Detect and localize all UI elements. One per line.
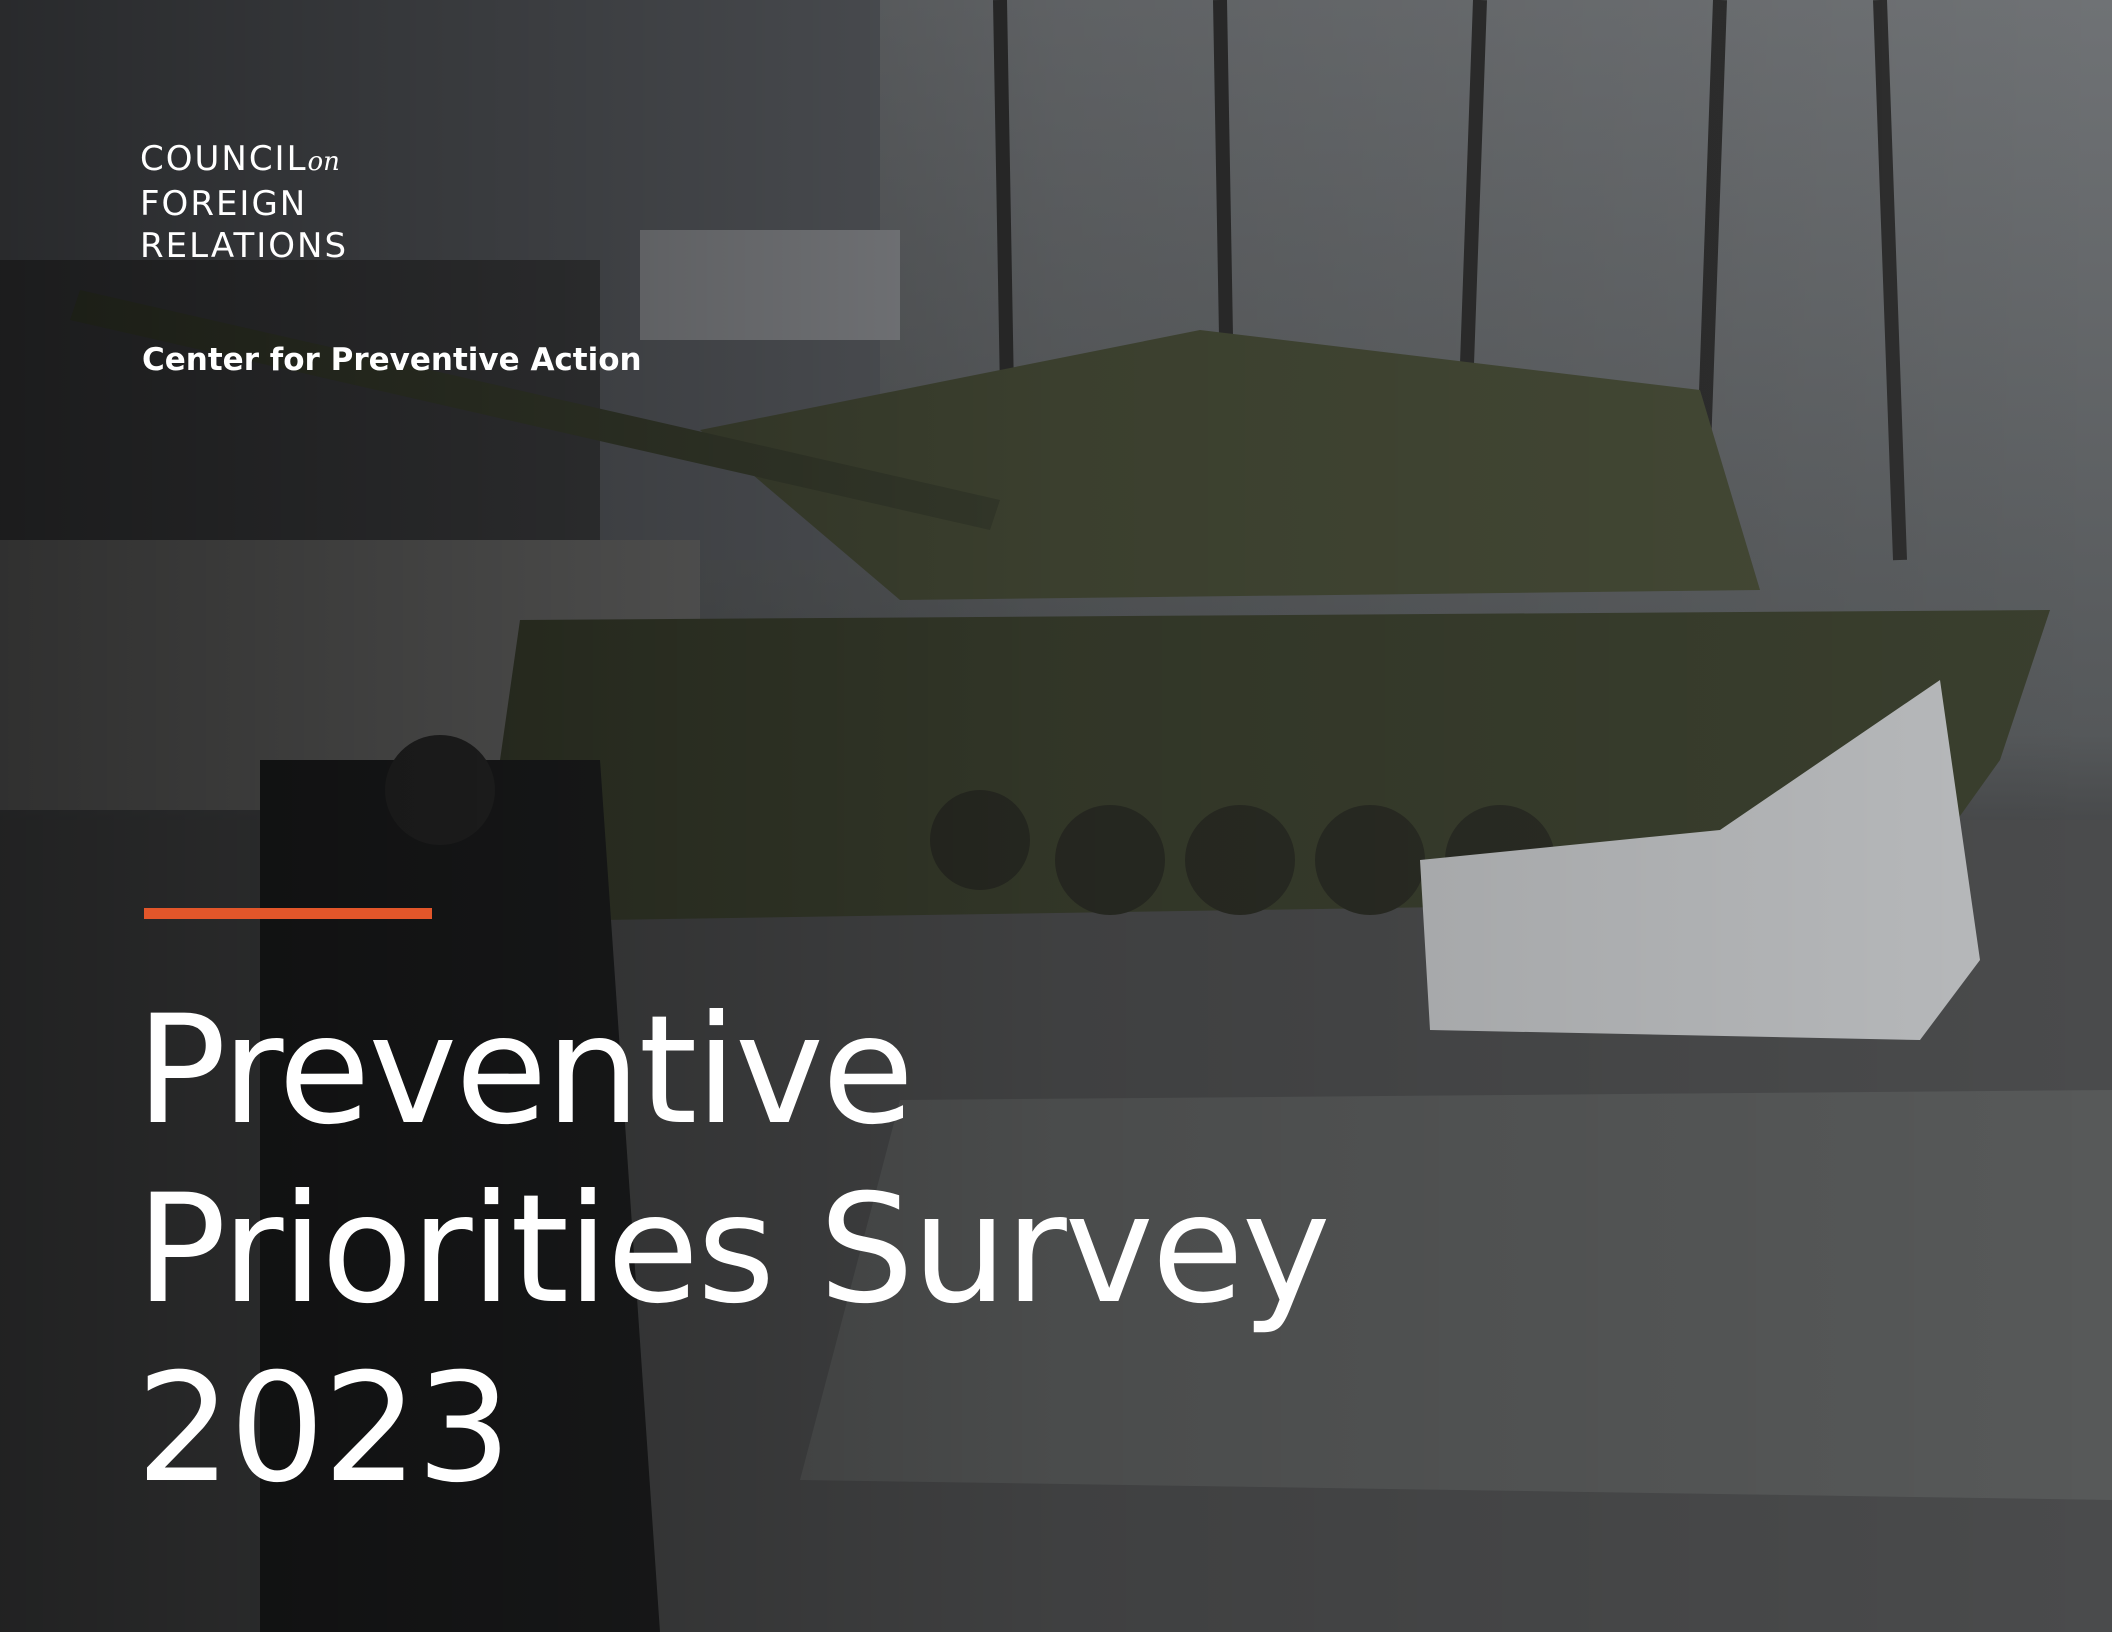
- title-line: Priorities Survey: [136, 1163, 1331, 1337]
- logo-line: RELATIONS: [140, 226, 349, 266]
- logo-suffix: on: [307, 147, 340, 177]
- title-line: 2023: [136, 1342, 512, 1516]
- subtitle: Center for Preventive Action: [142, 342, 642, 378]
- title-line: Preventive: [136, 984, 914, 1158]
- logo-line: COUNCIL: [140, 139, 308, 179]
- title: Preventive Priorities Survey 2023: [136, 982, 1331, 1519]
- accent-bar: [144, 908, 432, 919]
- logo-line: FOREIGN: [140, 184, 308, 224]
- cfr-logo: COUNCILon FOREIGN RELATIONS: [140, 138, 348, 267]
